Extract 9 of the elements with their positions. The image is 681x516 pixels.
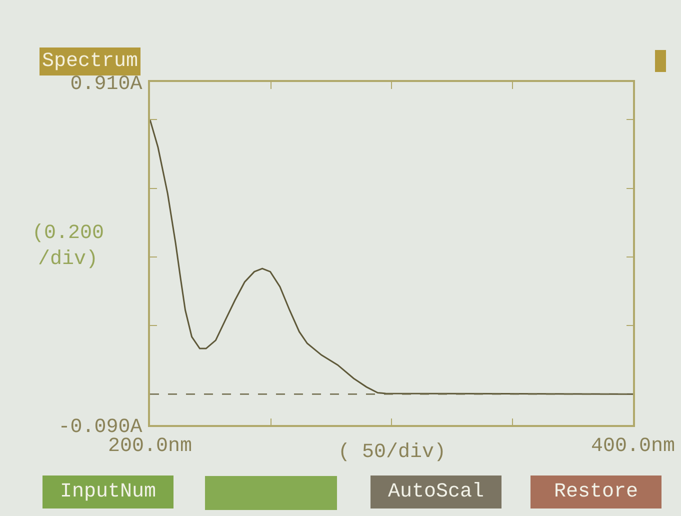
y-axis-title: (0.200 /div)	[32, 222, 104, 271]
x-tick-label: 400.0nm	[590, 434, 676, 458]
text: InputNum	[60, 480, 156, 504]
text: Restore	[554, 480, 638, 504]
chart-title: Spectrum	[42, 50, 138, 73]
x-axis-title: ( 50/div)	[338, 441, 446, 464]
text: AutoScal	[388, 480, 484, 504]
y-tick-label: 0.910A	[70, 73, 142, 96]
line-series	[150, 118, 633, 395]
